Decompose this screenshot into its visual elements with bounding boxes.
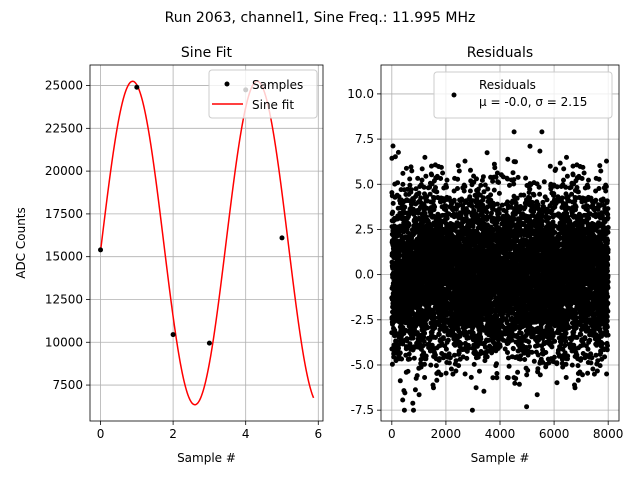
sine-fit-data <box>98 80 315 406</box>
x-tick-label: 0 <box>97 427 105 441</box>
y-tick-label: -2.5 <box>351 313 374 327</box>
y-tick-label: 10.0 <box>347 87 374 101</box>
legend-residuals-label: Residuals <box>479 78 536 92</box>
x-tick-label: 0 <box>388 427 396 441</box>
y-tick-label: 7.5 <box>355 132 374 146</box>
y-tick-label: 2.5 <box>355 222 374 236</box>
axes-frame <box>380 64 620 422</box>
y-tick-label: 22500 <box>45 121 83 135</box>
sample-point <box>134 84 140 90</box>
legend-residuals-stats: μ = -0.0, σ = 2.15 <box>479 95 587 109</box>
y-tick-label: -7.5 <box>351 403 374 417</box>
residuals-title: Residuals <box>467 45 533 61</box>
residuals-xlabel: Sample # <box>471 451 530 465</box>
y-tick-label: 10000 <box>45 335 83 349</box>
legend-samples-marker <box>224 81 230 87</box>
residuals-legend-box <box>433 71 613 119</box>
residuals-data <box>389 129 611 413</box>
sample-point <box>279 235 285 241</box>
sine-fit-title: Sine Fit <box>181 45 233 61</box>
axes-frame <box>89 64 324 422</box>
figure-suptitle: Run 2063, channel1, Sine Freq.: 11.995 M… <box>165 10 476 26</box>
x-tick-label: 8000 <box>593 427 624 441</box>
residual-points <box>389 129 611 413</box>
sine-fit-line <box>99 80 315 406</box>
y-tick-label: 0.0 <box>355 268 374 282</box>
x-tick-label: 4 <box>242 427 250 441</box>
x-tick-label: 2000 <box>431 427 462 441</box>
y-tick-label: 17500 <box>45 207 83 221</box>
x-tick-label: 6000 <box>539 427 570 441</box>
sine-fit-axes: 0 2 4 6 7500 10000 12500 15000 17500 20000 22500 25… <box>45 64 324 441</box>
sample-point <box>206 340 212 346</box>
sample-point <box>170 332 176 338</box>
residuals-legend: Residuals μ = -0.0, σ = 2.15 <box>433 71 613 119</box>
sine-fit-panel: Sine Fit 0 2 4 6 7500 10000 12500 15000 17500 200… <box>14 45 324 465</box>
residuals-axes: 0 2000 4000 6000 8000 -7.5 -5.0 -2.5 0.0 2.5 5.0 7.… <box>347 64 624 441</box>
y-tick-label: 7500 <box>52 378 83 392</box>
sample-point <box>98 247 104 253</box>
y-tick-label: 12500 <box>45 292 83 306</box>
y-tick-label: 15000 <box>45 250 83 264</box>
legend-samples-label: Samples <box>252 78 303 92</box>
y-tick-label: -5.0 <box>351 358 374 372</box>
legend-sine-fit-label: Sine fit <box>252 98 294 112</box>
sine-fit-xlabel: Sample # <box>177 451 236 465</box>
y-tick-label: 20000 <box>45 164 83 178</box>
y-tick-label: 5.0 <box>355 177 374 191</box>
x-tick-label: 4000 <box>485 427 516 441</box>
x-tick-label: 2 <box>169 427 177 441</box>
y-tick-label: 25000 <box>45 79 83 93</box>
x-tick-label: 6 <box>314 427 322 441</box>
sine-fit-legend: Samples Sine fit <box>208 69 318 119</box>
residuals-panel: Residuals 0 2000 4000 6000 8000-7.5-5.0-2.50… <box>347 45 623 465</box>
legend-residuals-marker <box>451 92 457 98</box>
sine-fit-legend-box <box>208 69 318 119</box>
sine-fit-ylabel: ADC Counts <box>14 207 28 279</box>
